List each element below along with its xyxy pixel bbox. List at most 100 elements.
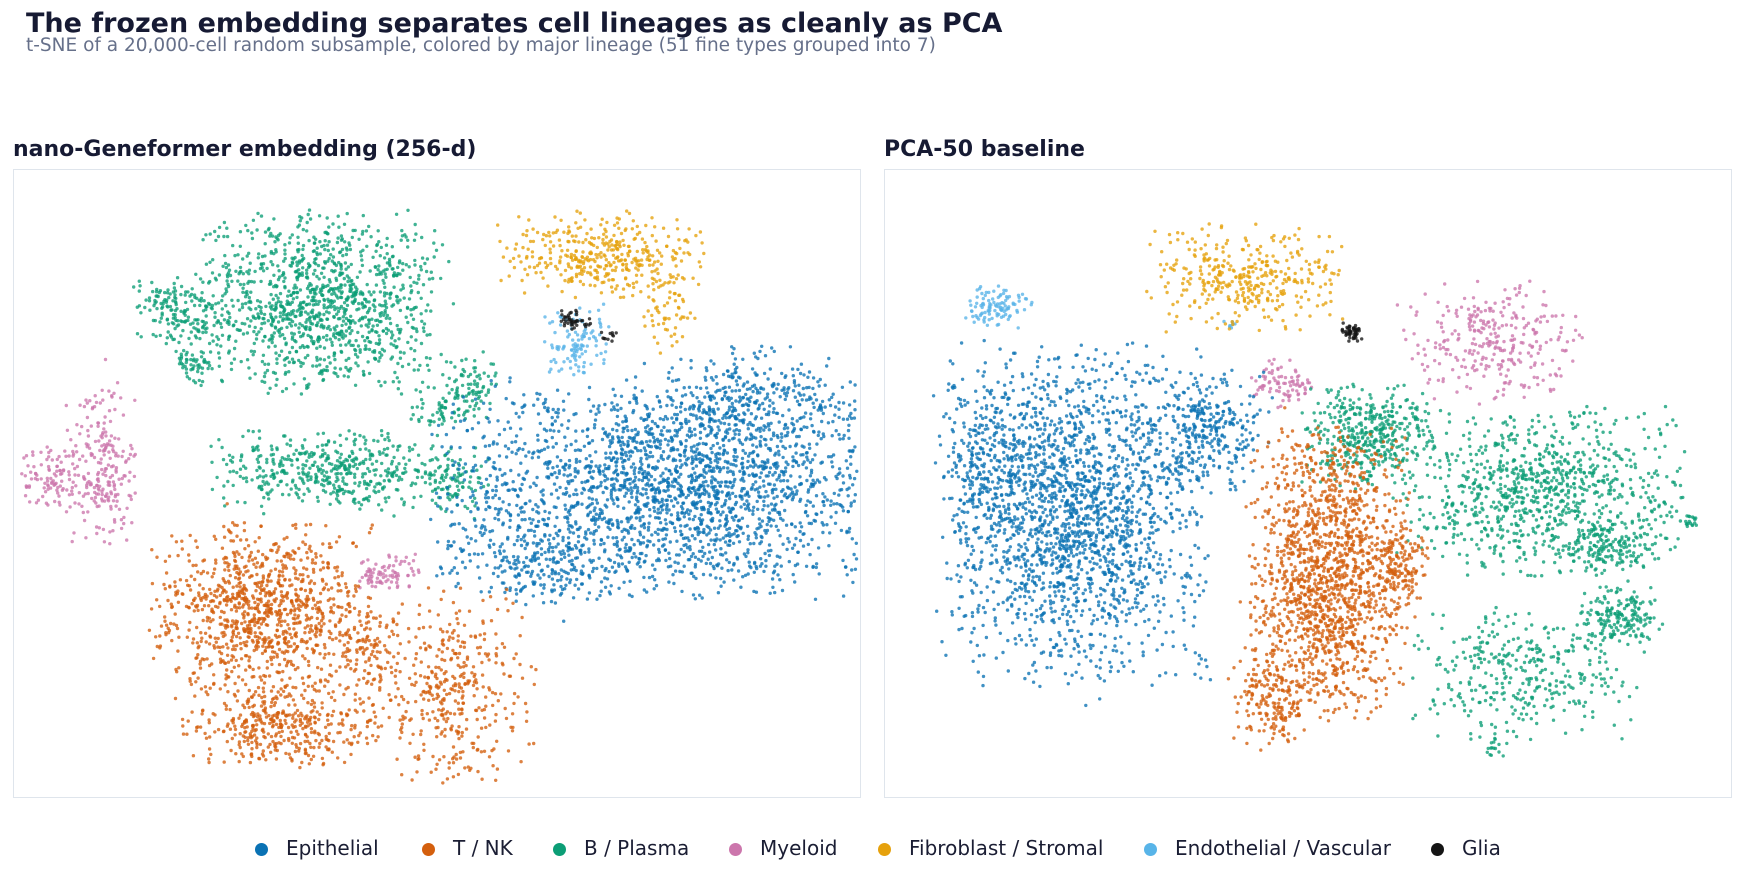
data-point — [670, 416, 674, 420]
data-point — [250, 236, 255, 241]
data-point — [632, 469, 636, 473]
data-point — [714, 401, 719, 406]
data-point — [167, 295, 171, 300]
data-point — [82, 475, 86, 479]
data-point — [369, 293, 373, 297]
data-point — [696, 527, 701, 531]
data-point — [457, 471, 461, 475]
data-point — [670, 344, 674, 348]
data-point — [653, 225, 657, 229]
data-point — [588, 310, 592, 314]
data-point — [693, 555, 698, 559]
data-point — [807, 442, 812, 446]
data-point — [115, 499, 119, 503]
data-point — [570, 234, 574, 238]
data-point — [676, 481, 680, 485]
data-point — [235, 470, 239, 475]
data-point — [253, 269, 257, 274]
data-point — [655, 267, 659, 271]
data-point — [318, 363, 322, 367]
data-point — [219, 344, 223, 348]
cluster-b-plasma — [174, 348, 214, 388]
data-point — [349, 262, 353, 267]
data-point — [353, 347, 357, 352]
data-point — [77, 491, 81, 495]
data-point — [296, 275, 300, 279]
data-point — [698, 230, 703, 234]
data-point — [705, 533, 709, 537]
data-point — [632, 285, 636, 290]
data-point — [841, 509, 846, 513]
data-point — [589, 531, 593, 535]
data-point — [78, 432, 82, 436]
data-point — [473, 382, 477, 386]
data-point — [604, 258, 608, 262]
data-point — [509, 468, 513, 473]
data-point — [585, 479, 590, 483]
data-point — [279, 303, 283, 308]
data-point — [593, 418, 598, 422]
cluster-myeloid — [358, 552, 421, 590]
data-point — [400, 497, 404, 501]
data-point — [670, 480, 675, 484]
data-point — [290, 319, 295, 324]
data-point — [132, 285, 136, 289]
data-point — [501, 255, 506, 259]
data-point — [240, 305, 245, 310]
data-point — [689, 445, 694, 450]
data-point — [344, 343, 348, 347]
data-point — [615, 457, 620, 461]
data-point — [702, 454, 706, 458]
data-point — [325, 478, 329, 482]
data-point — [313, 241, 317, 245]
data-point — [388, 574, 392, 578]
data-point — [494, 371, 498, 375]
data-point — [616, 440, 621, 444]
data-point — [428, 458, 432, 463]
data-point — [425, 363, 430, 367]
data-point — [336, 309, 341, 314]
data-point — [335, 493, 340, 498]
data-point — [759, 416, 764, 420]
data-point — [359, 503, 364, 507]
data-point — [247, 251, 251, 255]
data-point — [659, 439, 663, 443]
data-point — [613, 407, 617, 412]
data-point — [342, 459, 346, 464]
data-point — [315, 252, 320, 257]
data-point — [852, 552, 856, 557]
data-point — [638, 518, 642, 523]
data-point — [722, 466, 726, 470]
data-point — [623, 258, 627, 262]
data-point — [257, 436, 262, 440]
data-point — [719, 513, 723, 517]
data-point — [299, 310, 304, 314]
data-point — [410, 481, 415, 485]
data-point — [330, 292, 334, 296]
data-point — [285, 314, 289, 318]
data-point — [261, 469, 266, 473]
data-point — [231, 469, 236, 473]
data-point — [184, 300, 188, 305]
data-point — [364, 457, 368, 462]
data-point — [324, 470, 329, 474]
data-point — [820, 399, 825, 404]
data-point — [373, 357, 378, 361]
data-point — [375, 482, 379, 486]
data-point — [398, 331, 402, 335]
data-point — [755, 487, 759, 491]
data-point — [654, 239, 658, 243]
data-point — [483, 528, 488, 532]
data-point — [752, 461, 756, 465]
data-point — [117, 437, 121, 441]
data-point — [439, 276, 443, 281]
data-point — [563, 467, 567, 472]
data-point — [450, 387, 454, 392]
data-point — [630, 523, 634, 528]
data-point — [357, 484, 361, 488]
data-point — [734, 464, 738, 468]
data-point — [583, 349, 588, 354]
data-point — [239, 458, 243, 463]
data-point — [667, 454, 671, 458]
data-point — [740, 494, 744, 499]
